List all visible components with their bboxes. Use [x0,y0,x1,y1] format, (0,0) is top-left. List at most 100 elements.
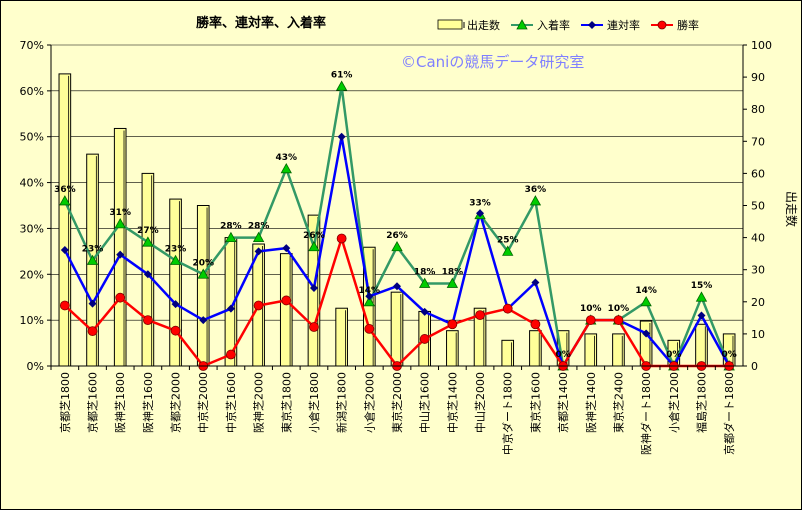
data-label: 27% [137,226,159,236]
win-rate-point [447,319,458,330]
left-tick-label: 10% [20,314,44,327]
x-category-label: 中京芝1600 [224,372,238,433]
data-label: 28% [220,222,242,232]
data-label: 26% [303,231,325,241]
data-label: 0% [555,350,570,360]
x-category-label: 小倉芝1800 [307,372,321,433]
left-tick-label: 30% [20,222,44,235]
left-tick-label: 50% [20,131,44,144]
entry-rate-point [419,277,431,288]
data-label: 0% [666,350,681,360]
x-category-label: 中山芝1600 [419,372,432,433]
left-tick-label: 20% [20,268,44,281]
win-rate-point [309,322,319,332]
marker-series [59,80,735,371]
right-tick-label: 20 [751,296,765,309]
quinella-rate-point [116,250,125,259]
quinella-rate-point [199,316,208,325]
right-axis-ticks: 0 10 20 30 40 50 60 70 80 90 100 [743,39,772,373]
quinella-rate-point [365,292,374,301]
left-tick-label: 70% [20,39,44,52]
x-category-label: 阪神芝1800 [113,372,127,433]
win-rate-point [364,323,375,334]
win-rate-point [87,326,98,337]
win-rate-point [475,310,485,320]
right-tick-label: 100 [751,39,772,52]
x-axis-labels: 京都芝1800 京都芝1600 阪神芝1800 阪神芝1600 京都芝2000 中京芝20… [50,366,736,455]
entry-rate-point [197,268,209,279]
right-tick-label: 70 [751,135,765,148]
data-labels: 36% 23% 31% 27% 23% 20% 28% 28% 43% 26% 61% 14% 26% 1… [54,70,737,360]
entry-rate-point [308,240,320,252]
quinella-rate-point [393,282,401,291]
data-label: 10% [580,304,602,314]
x-category-label: 京都芝1400 [556,372,570,433]
right-tick-label: 10 [751,328,765,341]
gridlines [51,44,743,321]
entry-rate-point [252,231,265,243]
quinella-rate-point [226,304,235,313]
left-tick-label: 60% [20,85,44,98]
data-label: 10% [608,304,630,314]
data-label: 36% [525,185,547,195]
quinella-rate-point [171,300,180,309]
right-axis-label: 出走数 [784,191,799,227]
data-label: 23% [82,245,104,255]
data-label: 43% [276,153,298,163]
x-category-label: 東京芝1600 [528,372,542,433]
entry-rate-point [446,277,459,288]
entry-rate-point [169,254,182,265]
win-rate-point [253,300,264,311]
legend-swatch-bar [437,19,463,30]
x-category-label: 東京芝2400 [611,372,625,433]
quinella-rate-point [531,278,540,287]
win-rate-point [115,292,126,303]
win-rate-point [59,300,70,311]
data-label: 26% [386,231,408,241]
data-label: 33% [469,199,491,209]
quinella-rate-point [60,245,69,254]
x-category-label: 京都ダート1800 [722,372,736,455]
x-category-label: 阪神芝1600 [141,372,155,433]
left-tick-label: 0% [27,360,44,373]
win-rate-point [585,315,596,326]
legend-marker-quinella-rate [588,21,596,29]
legend-label-entry-rate: 入着率 [537,18,570,32]
x-category-label: 阪神ダート1800 [639,372,653,455]
entry-rate-point [391,240,403,252]
right-tick-label: 0 [751,360,758,373]
win-rate-point [142,315,153,326]
quinella-rate-point [697,311,706,320]
data-label: 25% [497,235,519,245]
data-label: 36% [54,185,76,195]
quinella-rate-point [88,299,97,308]
x-category-label: 東京芝1800 [279,372,293,433]
quinella-rate-point [420,307,429,316]
quinella-rate-point [282,244,291,253]
x-category-label: 東京芝2000 [390,372,404,433]
legend-label-bar: 出走数 [467,18,500,32]
entry-rate-point [335,80,348,91]
x-category-label: 京都芝1600 [86,372,100,433]
legend-label-win-rate: 勝率 [677,18,699,32]
quinella-rate-point [254,247,263,256]
watermark-text: ©Caniの競馬データ研究室 [401,53,584,71]
data-label: 23% [165,245,187,255]
data-label: 15% [691,281,713,291]
right-tick-label: 80 [751,103,765,116]
quinella-rate-point [309,284,318,293]
data-label: 18% [442,267,464,277]
quinella-rate-point [476,209,485,218]
left-axis-ticks: 0% 10% 20% 30% 40% 50% 60% 70% [20,39,51,373]
x-category-label: 阪神芝2000 [252,372,266,433]
win-rate-point [419,334,430,344]
x-category-label: 小倉芝2000 [362,372,376,433]
entry-rate-point [225,231,237,243]
x-category-label: 京都芝1800 [58,372,72,433]
entry-rate-point [142,236,154,247]
data-label: 18% [414,267,436,277]
entry-rate-point [363,295,375,307]
win-rate-point [170,325,181,336]
